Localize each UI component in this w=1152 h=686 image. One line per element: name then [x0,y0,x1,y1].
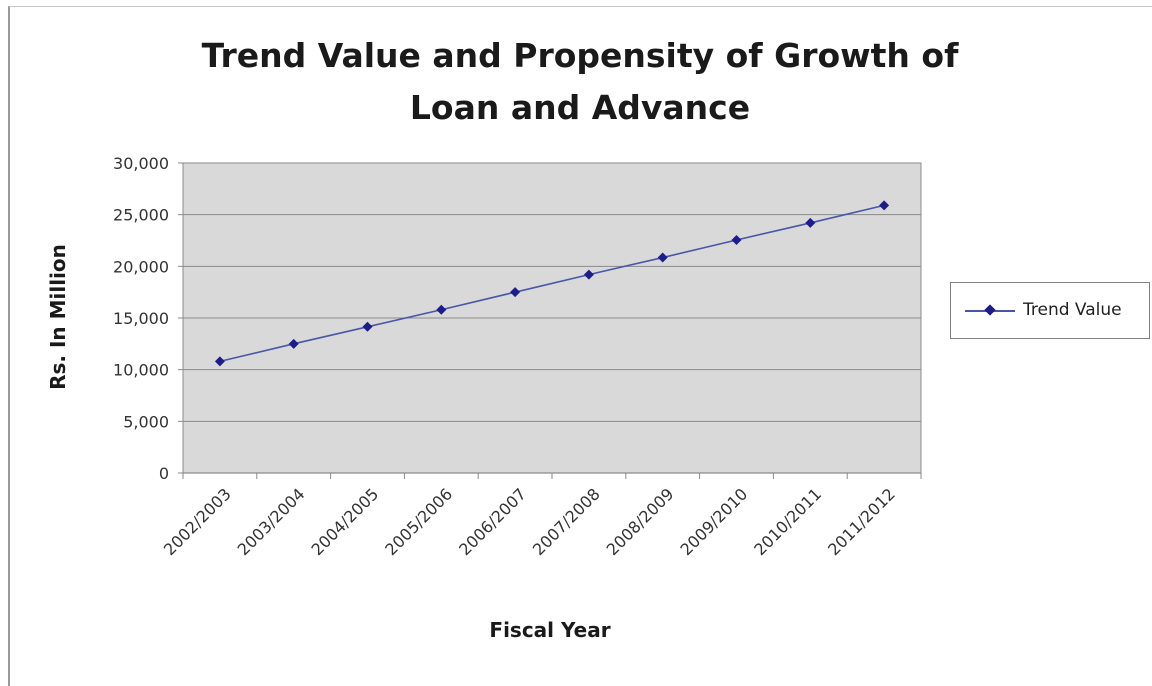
data-point-marker [657,252,668,263]
chart-title: Trend Value and Propensity of Growth of … [120,30,1040,134]
y-tick-label: 0 [159,464,169,483]
x-tick-label: 2004/2005 [307,484,382,559]
y-tick-label: 10,000 [113,361,169,380]
series-line-trend-value [219,204,885,363]
data-point-marker [288,338,299,349]
data-point-marker [731,234,742,245]
data-point-marker [510,287,521,298]
y-tick-label: 5,000 [123,412,169,431]
data-point-marker [436,304,447,315]
line-chart: 0 5,000 10,000 15,000 20,000 25,000 30,000 2002… [113,154,922,559]
x-tick-label: 2005/2006 [381,484,456,559]
data-point-marker [583,269,594,280]
y-axis-title: Rs. In Million [46,244,70,390]
x-tick-label: 2006/2007 [455,484,530,559]
x-tick-label: 2003/2004 [234,484,309,559]
data-point-marker [214,356,225,367]
x-tick-label: 2008/2009 [603,484,678,559]
x-tick-label: 2009/2010 [676,484,751,559]
x-tick-label: 2002/2003 [160,484,235,559]
y-tick-label: 25,000 [113,206,169,225]
legend: Trend Value [950,282,1150,339]
chart-title-line-2: Loan and Advance [409,88,751,127]
chart-title-line-1: Trend Value and Propensity of Growth of [201,36,959,75]
chart-frame [8,6,1152,686]
x-axis-title: Fiscal Year [489,618,611,642]
legend-diamond-marker [984,304,996,316]
data-point-marker [805,217,816,228]
legend-label-trend-value: Trend Value [1023,300,1122,320]
x-tick-label: 2011/2012 [824,484,899,559]
data-point-marker [879,200,890,211]
y-tick-label: 15,000 [113,309,169,328]
y-tick-label: 20,000 [113,257,169,276]
x-tick-label: 2007/2008 [529,484,604,559]
y-tick-label: 30,000 [113,154,169,173]
x-tick-label: 2010/2011 [750,484,825,559]
data-point-marker [362,321,373,332]
